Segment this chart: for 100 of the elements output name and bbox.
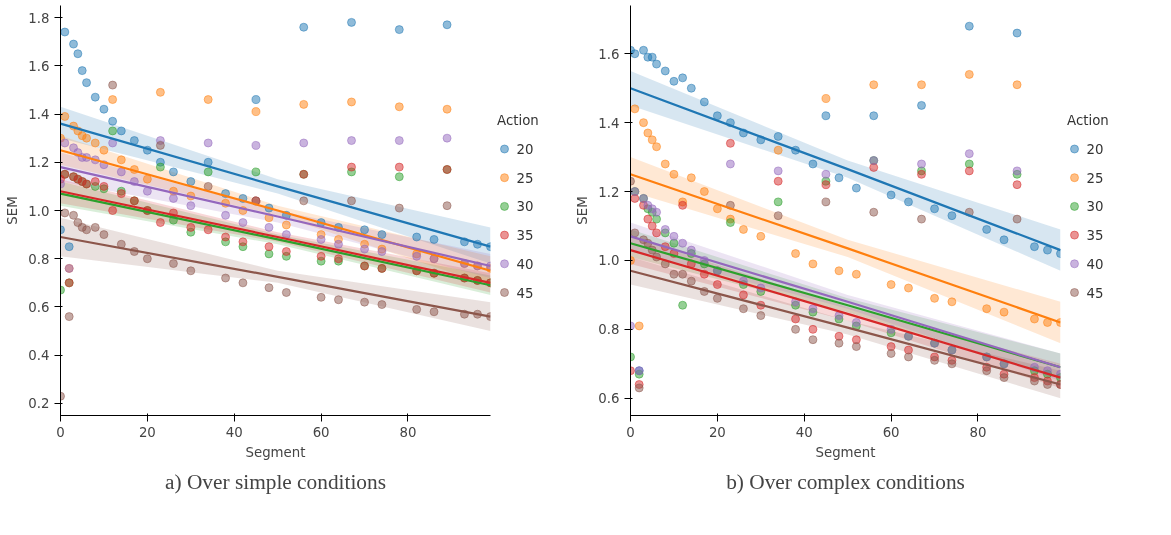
- point: [99, 145, 109, 155]
- point: [886, 280, 896, 290]
- point: [738, 224, 748, 234]
- x-tick-label: 60: [882, 424, 900, 440]
- point: [99, 230, 109, 240]
- legend-label: 25: [1086, 170, 1104, 186]
- y-tick-label: 1.6: [598, 46, 620, 62]
- x-tick-label: 0: [56, 424, 65, 440]
- point: [442, 133, 452, 143]
- y-tick-label: 0.4: [28, 348, 50, 364]
- legend-label: 45: [516, 285, 534, 301]
- point: [808, 324, 818, 334]
- point: [756, 231, 766, 241]
- y-tick-label: 1.0: [598, 253, 620, 269]
- point: [186, 222, 196, 232]
- point: [73, 49, 83, 59]
- point: [142, 254, 152, 264]
- point: [669, 269, 679, 279]
- point: [394, 172, 404, 182]
- x-tick-label: 60: [312, 424, 330, 440]
- legend-title: Action: [497, 112, 539, 128]
- point: [168, 193, 178, 203]
- point: [869, 80, 879, 90]
- point: [90, 177, 100, 187]
- point: [686, 245, 696, 255]
- point: [316, 292, 326, 302]
- point: [903, 283, 913, 293]
- point: [1012, 180, 1022, 190]
- point: [221, 210, 231, 220]
- point: [647, 52, 657, 62]
- point: [808, 335, 818, 345]
- point: [982, 366, 992, 376]
- point: [442, 201, 452, 211]
- point: [108, 80, 118, 90]
- point: [851, 183, 861, 193]
- point: [930, 204, 940, 214]
- point: [791, 324, 801, 334]
- point: [221, 273, 231, 283]
- point: [108, 95, 118, 105]
- y-tick-label: 1.0: [28, 203, 50, 219]
- point: [917, 100, 927, 110]
- point: [917, 159, 927, 169]
- point: [221, 232, 231, 242]
- legend-title: Action: [1067, 112, 1109, 128]
- point: [116, 126, 126, 136]
- point: [851, 335, 861, 345]
- legend-label: 25: [516, 170, 534, 186]
- point: [264, 283, 274, 293]
- y-tick-label: 1.2: [28, 155, 50, 171]
- point: [669, 169, 679, 179]
- point: [643, 128, 653, 138]
- point: [634, 321, 644, 331]
- point: [652, 207, 662, 217]
- legend-label: 35: [1086, 228, 1104, 244]
- point: [316, 234, 326, 244]
- point: [203, 138, 213, 148]
- legend-label: 45: [1086, 285, 1104, 301]
- x-tick-label: 20: [138, 424, 156, 440]
- point: [808, 159, 818, 169]
- point: [90, 92, 100, 102]
- y-tick-label: 1.2: [598, 184, 620, 200]
- y-tick-label: 0.8: [28, 251, 50, 267]
- point: [930, 293, 940, 303]
- point: [69, 39, 79, 49]
- point: [712, 111, 722, 121]
- point: [964, 21, 974, 31]
- legend-label: 30: [516, 199, 534, 215]
- point: [116, 155, 126, 165]
- point: [791, 249, 801, 259]
- point: [630, 104, 640, 114]
- point: [773, 166, 783, 176]
- point: [947, 297, 957, 307]
- point: [64, 242, 74, 252]
- point: [851, 342, 861, 352]
- point: [678, 73, 688, 83]
- point: [82, 78, 92, 88]
- point: [394, 162, 404, 172]
- point: [108, 126, 118, 136]
- point: [725, 138, 735, 148]
- point: [251, 107, 261, 117]
- point: [69, 210, 79, 220]
- legend-label: 30: [1086, 199, 1104, 215]
- point: [821, 197, 831, 207]
- point: [1042, 245, 1052, 255]
- point: [264, 249, 274, 259]
- point: [442, 104, 452, 114]
- point: [686, 173, 696, 183]
- point: [168, 167, 178, 177]
- point: [821, 180, 831, 190]
- point: [90, 138, 100, 148]
- point: [108, 116, 118, 126]
- point: [903, 352, 913, 362]
- x-tick-label: 0: [626, 424, 635, 440]
- point: [886, 348, 896, 358]
- point: [903, 197, 913, 207]
- point: [142, 186, 152, 196]
- point: [142, 174, 152, 184]
- point: [660, 159, 670, 169]
- point: [347, 136, 357, 146]
- point: [630, 228, 640, 238]
